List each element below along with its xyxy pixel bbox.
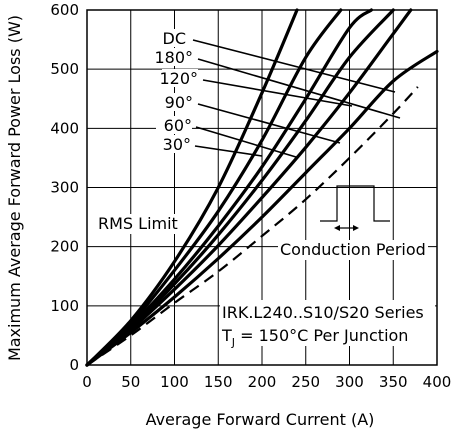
curve-60deg [85, 8, 343, 367]
legend-leader-line [195, 126, 297, 158]
rms-limit-line [86, 86, 419, 366]
curve-120deg [85, 8, 395, 367]
legend-leader-line [197, 58, 401, 119]
legend-label-bg [156, 116, 192, 134]
x-tick-label: 250 [291, 373, 320, 391]
legend-label: DC [163, 29, 187, 48]
legend-leader-line [192, 39, 396, 93]
curve-180deg [85, 8, 413, 367]
curve-dc [85, 49, 439, 367]
legend-label: 90° [165, 93, 193, 112]
legend-label-bg [150, 29, 186, 47]
y-axis-label: Maximum Average Forward Power Loss (W) [5, 15, 24, 361]
x-tick-label: 100 [160, 373, 189, 391]
legend-label: 120° [159, 69, 198, 88]
rms-limit-label: RMS Limit [98, 214, 178, 233]
y-tick-label: 600 [50, 1, 79, 19]
x-tick-label: 200 [248, 373, 277, 391]
rms-label-bg [96, 214, 186, 234]
conduction-label-bg [278, 240, 428, 260]
x-axis-label: Average Forward Current (A) [146, 410, 375, 429]
legend-label-bg [157, 93, 193, 111]
legend-label: 60° [164, 116, 192, 135]
legend-label-bg [155, 135, 191, 153]
x-tick-label: 50 [121, 373, 140, 391]
x-tick-label: 150 [204, 373, 233, 391]
y-tick-label: 0 [69, 356, 79, 374]
junction-temp-label: TJ = 150°C Per Junction [221, 326, 408, 349]
y-tick-labels: 0 100 200 300 400 500 600 [50, 1, 79, 374]
x-tick-labels: 0 50 100 150 200 250 300 350 400 [82, 373, 451, 391]
x-tick-label: 0 [82, 373, 92, 391]
conduction-period-icon [320, 185, 390, 231]
y-tick-label: 100 [50, 297, 79, 315]
y-tick-label: 500 [50, 60, 79, 78]
rms-limit-curve [86, 86, 419, 366]
y-tick-label: 300 [50, 179, 79, 197]
legend-label: 30° [163, 135, 191, 154]
curves [85, 8, 439, 367]
legend-label-bg [162, 69, 198, 87]
curve-30deg [85, 8, 299, 367]
curve-90deg [85, 8, 373, 367]
x-tick-label: 400 [423, 373, 452, 391]
plot-frame [86, 9, 438, 366]
legend-leader-line [202, 79, 353, 107]
legend-label: 180° [154, 48, 193, 67]
legend-leader-line [194, 145, 263, 157]
conduction-period-label: Conduction Period [280, 240, 426, 259]
x-tick-label: 300 [335, 373, 364, 391]
y-tick-label: 400 [50, 119, 79, 137]
legend-label-bg [157, 48, 193, 66]
series-label: IRK.L240..S10/S20 Series [222, 303, 424, 322]
y-tick-label: 200 [50, 238, 79, 256]
series-label-bg [220, 300, 435, 346]
legend-leader-line [197, 103, 341, 144]
x-tick-label: 350 [379, 373, 408, 391]
